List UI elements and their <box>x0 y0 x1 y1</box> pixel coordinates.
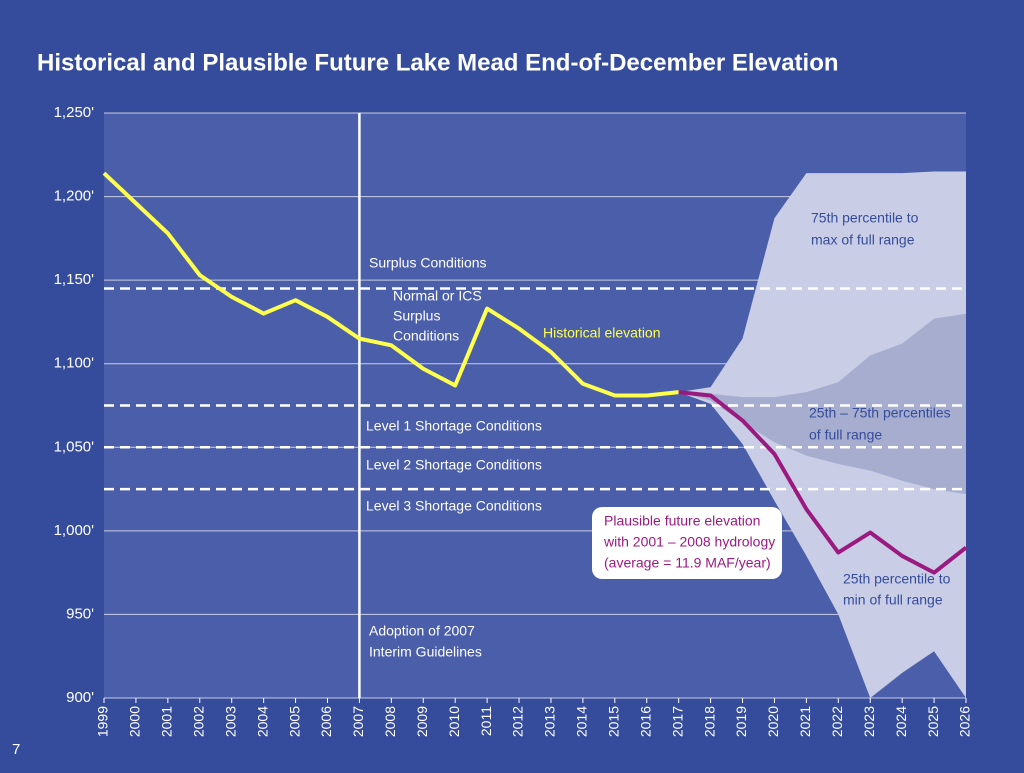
annotation: Level 2 Shortage Conditions <box>366 457 542 473</box>
x-tick-label: 2006 <box>318 706 334 737</box>
x-tick-label: 2013 <box>542 706 558 737</box>
annotation: Historical elevation <box>543 325 661 341</box>
annotation: Plausible future elevation <box>604 513 760 529</box>
y-tick-label: 1,100' <box>54 355 95 372</box>
y-tick-label: 1,150' <box>54 271 95 288</box>
x-tick-label: 2005 <box>286 706 302 737</box>
y-tick-label: 1,000' <box>54 522 95 539</box>
annotation: Conditions <box>393 328 459 344</box>
x-tick-label: 2010 <box>446 706 462 737</box>
annotation: 25th percentile to <box>843 571 951 587</box>
x-tick-label: 2021 <box>797 706 813 737</box>
x-tick-label: 1999 <box>95 706 111 737</box>
x-tick-label: 2007 <box>350 706 366 737</box>
x-tick-label: 2015 <box>606 706 622 737</box>
x-tick-label: 2018 <box>701 706 717 737</box>
x-tick-label: 2009 <box>414 706 430 737</box>
annotation: Surplus Conditions <box>369 255 487 271</box>
annotation: Level 1 Shortage Conditions <box>366 418 542 434</box>
x-tick-label: 2001 <box>159 706 175 737</box>
x-tick-label: 2026 <box>957 706 973 737</box>
series-line <box>102 171 679 398</box>
annotation: max of full range <box>811 232 915 248</box>
x-tick-label: 2000 <box>127 706 143 737</box>
y-tick-label: 1,050' <box>54 438 95 455</box>
y-tick-label: 900' <box>66 689 94 706</box>
x-tick-label: 2020 <box>765 706 781 737</box>
annotation: 25th – 75th percentiles <box>809 405 951 421</box>
x-tick-label: 2022 <box>829 706 845 737</box>
annotation: Level 3 Shortage Conditions <box>366 498 542 514</box>
y-tick-label: 950' <box>66 605 94 622</box>
x-tick-label: 2024 <box>893 706 909 737</box>
x-tick-label: 2023 <box>861 706 877 737</box>
y-tick-label: 1,200' <box>54 188 95 205</box>
annotation: Normal or ICS <box>393 288 482 304</box>
annotation: with 2001 – 2008 hydrology <box>603 534 775 550</box>
annotation: min of full range <box>843 592 943 608</box>
chart-title: Historical and Plausible Future Lake Mea… <box>37 49 839 76</box>
annotation: Surplus <box>393 308 440 324</box>
x-tick-label: 2012 <box>510 706 526 737</box>
range-band <box>678 313 966 495</box>
x-tick-label: 2014 <box>574 706 590 737</box>
x-tick-label: 2016 <box>637 706 653 737</box>
x-tick-label: 2003 <box>222 706 238 737</box>
callout-box <box>592 507 782 579</box>
y-tick-label: 1,250' <box>54 104 95 121</box>
annotation: (average = 11.9 MAF/year) <box>604 555 771 571</box>
x-tick-label: 2011 <box>478 706 494 736</box>
annotation: Adoption of 2007 <box>369 623 475 639</box>
annotation: of full range <box>809 427 882 443</box>
x-tick-label: 2017 <box>669 706 685 737</box>
annotation: 75th percentile to <box>811 210 919 226</box>
series-line <box>678 390 968 575</box>
x-tick-label: 2025 <box>925 706 941 737</box>
annotation: Interim Guidelines <box>369 644 482 660</box>
x-tick-label: 2019 <box>733 706 749 737</box>
x-tick-label: 2008 <box>382 706 398 737</box>
x-tick-label: 2002 <box>190 706 206 737</box>
page-number: 7 <box>12 741 20 758</box>
x-tick-label: 2004 <box>254 706 270 737</box>
